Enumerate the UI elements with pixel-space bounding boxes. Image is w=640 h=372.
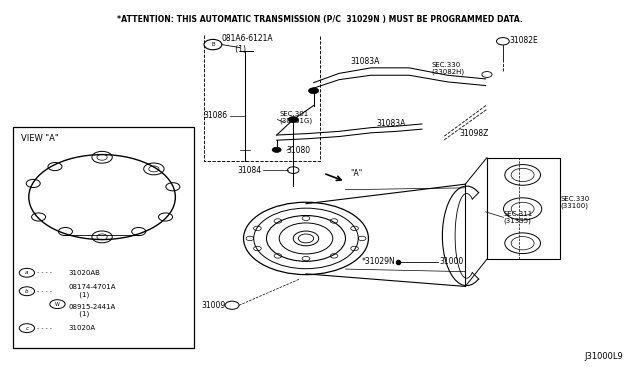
Text: *ATTENTION: THIS AUTOMATIC TRANSMISSION (P/C  31029N ) MUST BE PROGRAMMED DATA.: *ATTENTION: THIS AUTOMATIC TRANSMISSION …	[117, 15, 523, 25]
Text: SEC.330
(33082H): SEC.330 (33082H)	[431, 62, 465, 76]
Circle shape	[308, 88, 319, 94]
Bar	[13, 127, 195, 349]
Text: 31086: 31086	[204, 111, 228, 121]
Text: 31098Z: 31098Z	[459, 129, 488, 138]
Text: J31000L9: J31000L9	[584, 352, 623, 361]
Text: 31083A: 31083A	[376, 119, 406, 128]
Text: 31080: 31080	[287, 146, 311, 155]
Text: a: a	[25, 270, 29, 275]
Text: b: b	[25, 289, 29, 294]
Circle shape	[288, 116, 298, 122]
Text: 31084: 31084	[237, 166, 261, 174]
Text: - - - -: - - - -	[37, 289, 52, 294]
Text: 08915-2441A
     (1): 08915-2441A (1)	[68, 304, 116, 317]
Text: SEC.330
(33100): SEC.330 (33100)	[561, 196, 590, 209]
Text: 31083A: 31083A	[351, 57, 380, 66]
Text: B: B	[211, 42, 215, 47]
Text: W: W	[55, 302, 60, 307]
Text: - - - -: - - - -	[37, 270, 52, 275]
Text: 31009: 31009	[202, 301, 226, 311]
Circle shape	[293, 231, 319, 246]
Text: VIEW "A": VIEW "A"	[20, 134, 58, 142]
Text: - - - -: - - - -	[37, 326, 52, 331]
Text: 081A6-6121A
      (1): 081A6-6121A (1)	[221, 34, 273, 54]
Text: 31000: 31000	[440, 257, 464, 266]
Text: c: c	[26, 326, 28, 331]
Text: 08174-4701A
     (1): 08174-4701A (1)	[68, 285, 116, 298]
Text: *31029N: *31029N	[362, 257, 395, 266]
Text: SEC.311
(31335): SEC.311 (31335)	[504, 211, 532, 224]
Text: 31020AB: 31020AB	[68, 270, 100, 276]
Text: SEC.301
(30551G): SEC.301 (30551G)	[279, 111, 312, 125]
Circle shape	[272, 147, 281, 153]
Text: 31020A: 31020A	[68, 325, 95, 331]
Text: "A": "A"	[351, 169, 363, 177]
Text: 31082E: 31082E	[510, 36, 539, 45]
Bar	[487, 158, 560, 259]
